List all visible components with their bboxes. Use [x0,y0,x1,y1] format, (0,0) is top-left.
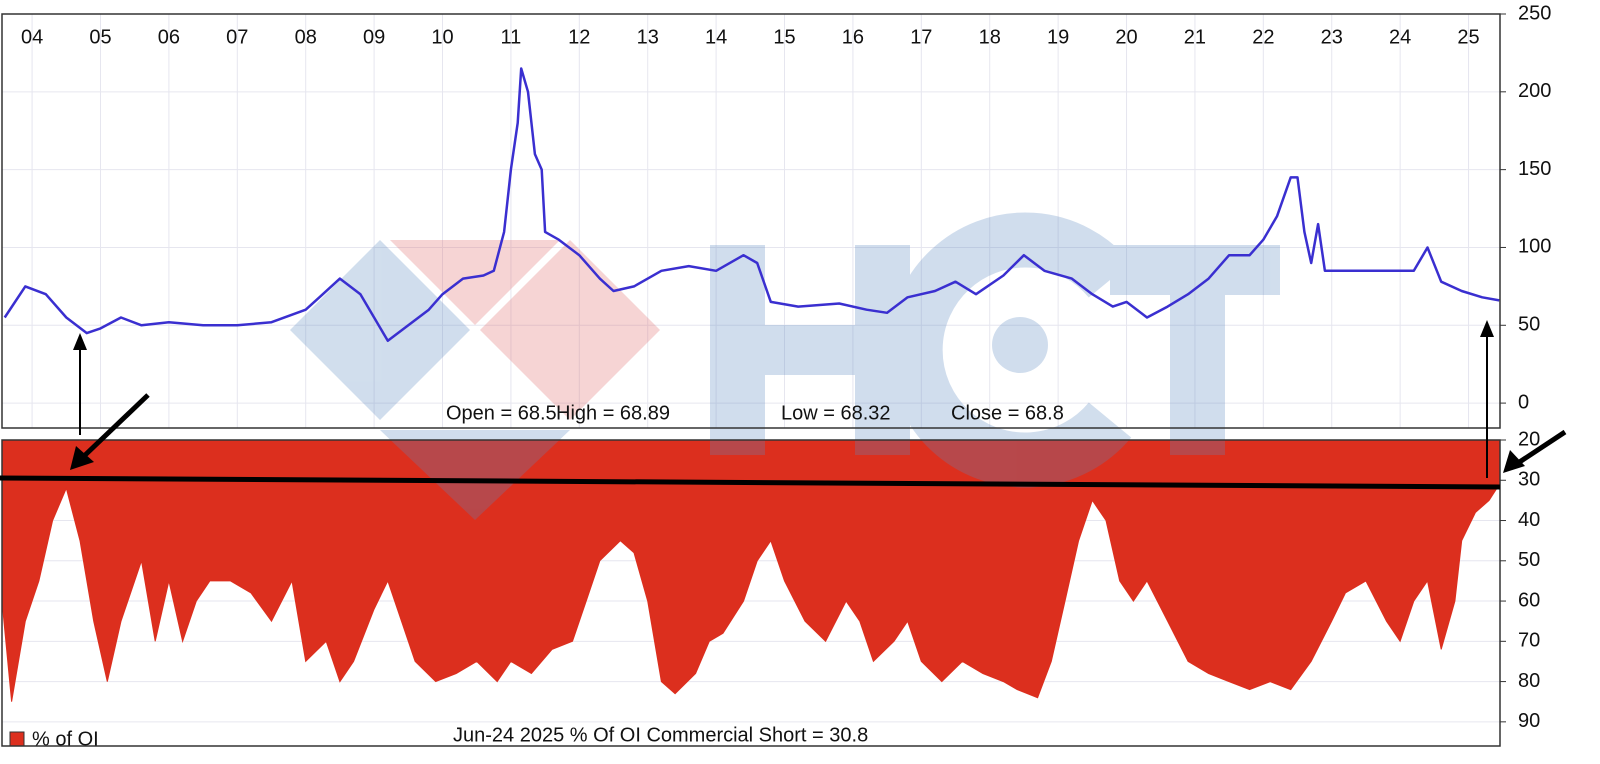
x-tick-label: 18 [979,26,1001,48]
y-tick-label: 0 [1518,391,1529,413]
x-tick-label: 08 [295,26,317,48]
y-tick-label: 20 [1518,428,1540,450]
level-line [0,475,1501,490]
y-tick-label: 200 [1518,80,1551,102]
x-tick-label: 16 [842,26,864,48]
x-tick-label: 23 [1321,26,1343,48]
watermark-letter [855,245,910,455]
oi-area [1,439,1501,702]
y-tick-label: 150 [1518,158,1551,180]
legend-label: % of OI [32,728,99,750]
x-tick-label: 07 [226,26,248,48]
watermark [290,212,1280,520]
x-tick-label: 10 [431,26,453,48]
x-tick-label: 14 [705,26,727,48]
arrow [1513,429,1567,468]
x-tick-label: 22 [1252,26,1274,48]
y-tick-label: 30 [1518,469,1540,491]
watermark-letter [887,212,1132,488]
ohlc-label: Open = 68.5 [446,402,557,424]
y-tick-label: 60 [1518,589,1540,611]
y-tick-label: 70 [1518,630,1540,652]
panel-frame [1,13,1501,429]
arrow-head [73,333,87,350]
y-tick-label: 40 [1518,509,1540,531]
y-tick-label: 250 [1518,2,1551,24]
x-tick-label: 06 [158,26,180,48]
x-tick-label: 19 [1047,26,1069,48]
x-tick-label: 05 [89,26,111,48]
y-tick-label: 50 [1518,314,1540,336]
x-tick-label: 12 [568,26,590,48]
annotation-arrows [0,320,1567,490]
ohlc-label: Close = 68.8 [951,402,1064,424]
background [1,13,1501,746]
y-tick-label: 80 [1518,670,1540,692]
watermark-diamond [390,240,560,325]
watermark-letter [992,317,1048,373]
x-tick-label: 11 [501,26,522,48]
arrow-head [1503,450,1525,473]
overlay: 04 05 06 07 08 09 10 11 12 13 14 15 16 17 18 19 20 21 22 23… [1,2,1551,750]
ohlc-label: Low = 68.32 [781,402,891,424]
watermark-diamond [480,240,660,420]
watermark-diamond [380,430,570,520]
x-tick-label: 04 [21,26,43,48]
arrow [80,393,150,460]
y-tick-label: 100 [1518,236,1551,258]
x-tick-label: 20 [1115,26,1137,48]
x-tick-label: 15 [773,26,795,48]
y-tick-label: 50 [1518,549,1540,571]
watermark-letter [710,245,765,455]
x-tick-label: 17 [910,26,932,48]
x-tick-label: 21 [1184,26,1206,48]
arrow-head [1480,320,1494,337]
panel-background [2,14,1500,428]
x-tick-label: 09 [363,26,385,48]
watermark-letter [1170,295,1225,455]
panel-frame [1,439,1501,747]
y-tick-label: 90 [1518,710,1540,732]
x-tick-label: 25 [1457,26,1479,48]
arrow-head [70,446,94,470]
x-tick-label: 13 [637,26,659,48]
status-label: Jun-24 2025 % Of OI Commercial Short = 3… [453,724,868,746]
watermark-letter [765,325,855,375]
ohlc-label: High = 68.89 [556,402,670,424]
legend-swatch [9,731,25,747]
price-line [3,67,1500,343]
x-tick-label: 24 [1389,26,1411,48]
